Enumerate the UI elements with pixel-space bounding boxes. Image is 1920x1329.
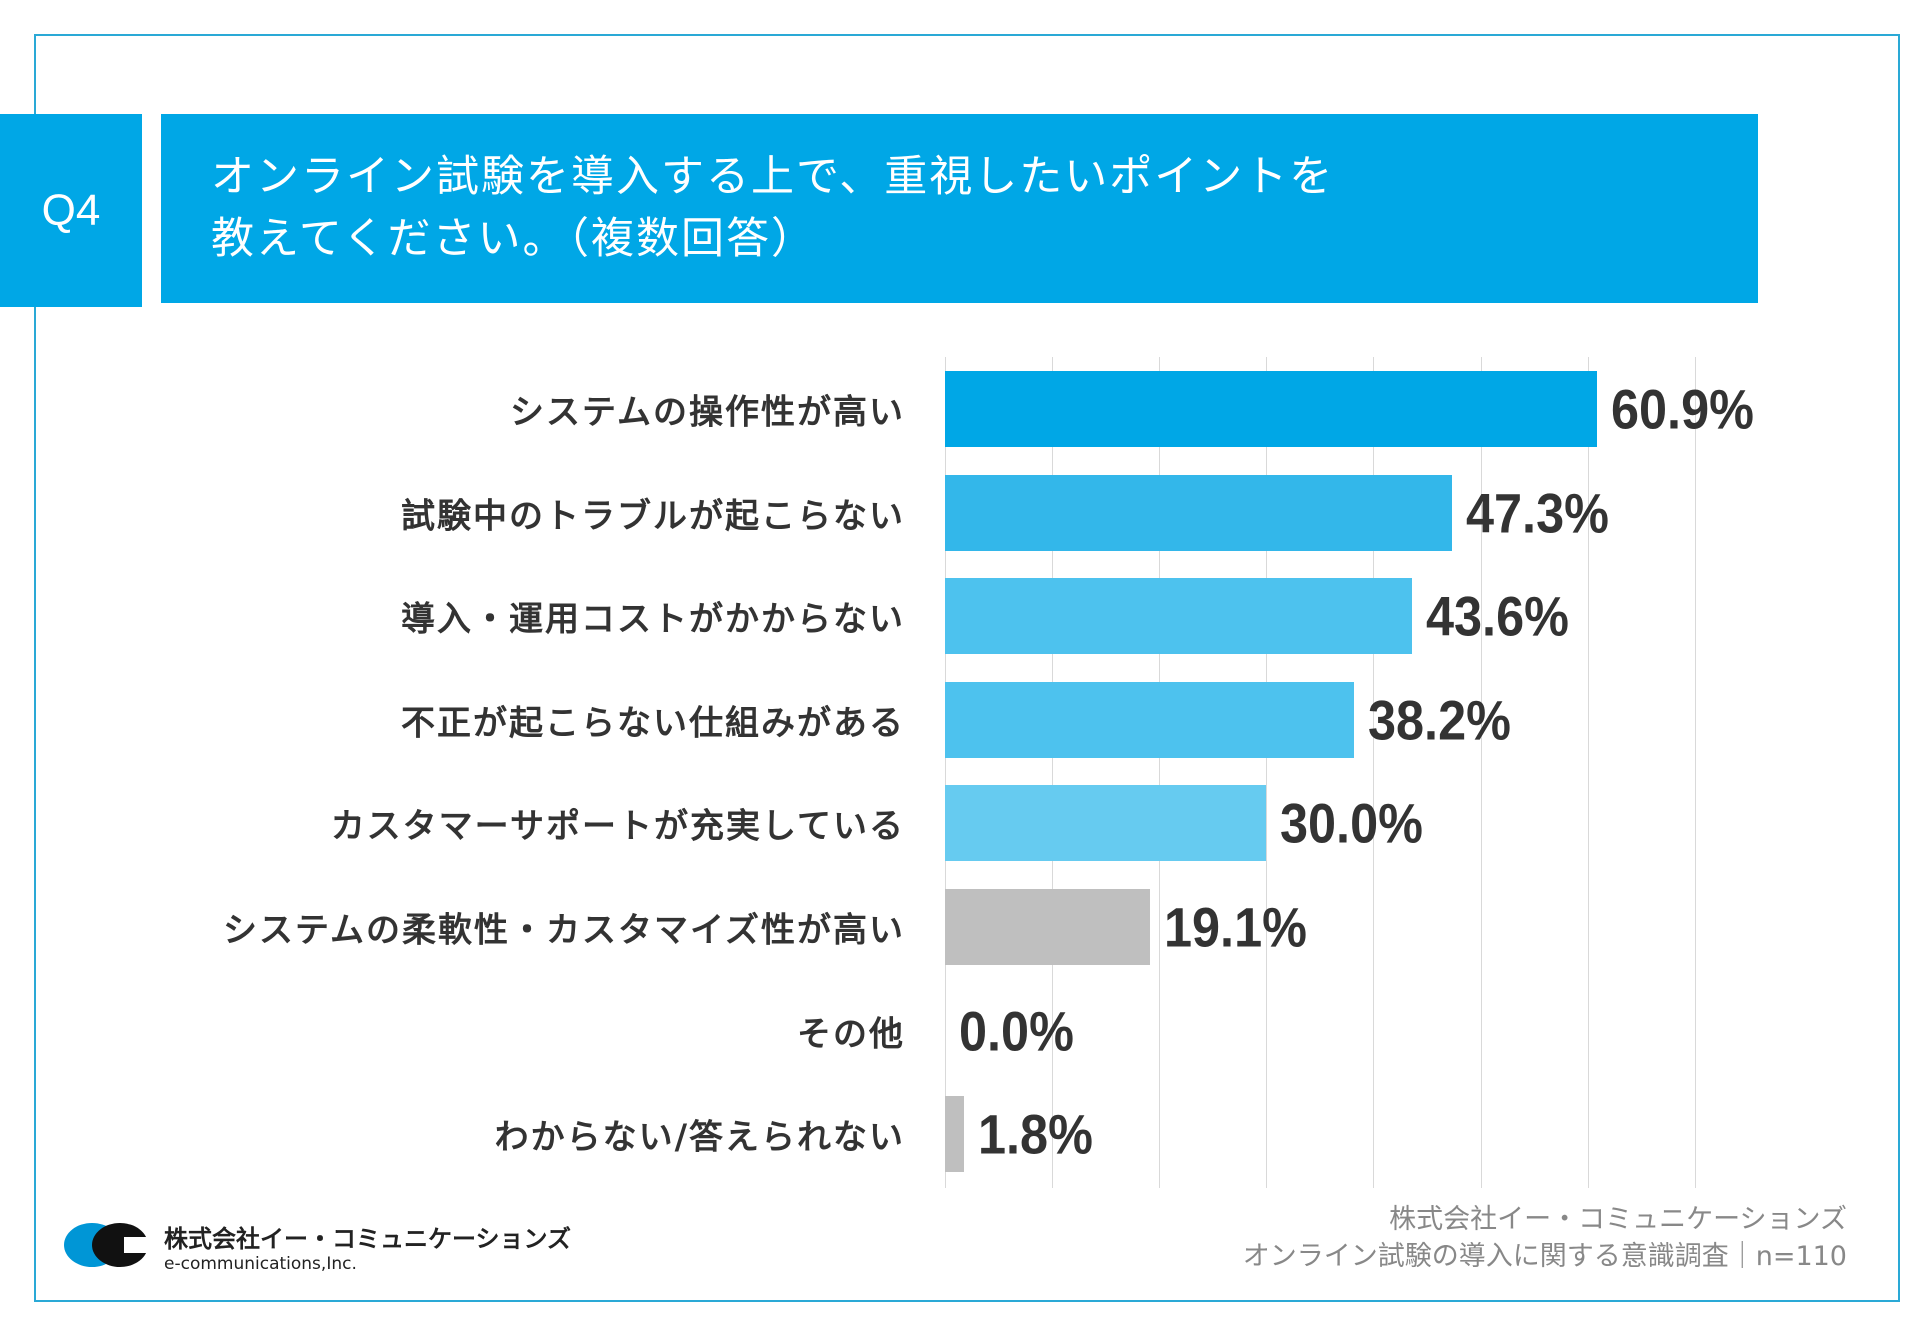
logo-mark-icon xyxy=(64,1222,158,1267)
gridline xyxy=(945,357,946,1188)
logo-name-jp: 株式会社イー・コミュニケーションズ xyxy=(164,1225,572,1253)
bar xyxy=(945,578,1412,655)
title-line-2: 教えてください。（複数回答） xyxy=(211,214,817,264)
value-label: 38.2% xyxy=(1368,688,1512,752)
value-label: 30.0% xyxy=(1280,791,1424,855)
company-logo: 株式会社イー・コミュニケーションズ e-communications,Inc. xyxy=(62,1219,571,1274)
value-label: 19.1% xyxy=(1163,895,1307,959)
category-label: 不正が起こらない仕組みがある xyxy=(401,703,905,744)
bar xyxy=(945,681,1355,758)
gridline xyxy=(1266,357,1268,1188)
footer-company: 株式会社イー・コミュニケーションズ xyxy=(1389,1204,1847,1235)
value-label: 60.9% xyxy=(1611,377,1755,441)
value-label: 43.6% xyxy=(1425,584,1569,648)
chart-frame xyxy=(34,34,1900,1302)
value-label: 47.3% xyxy=(1465,481,1609,545)
category-label: システムの柔軟性・カスタマイズ性が高い xyxy=(223,910,905,951)
bar xyxy=(945,474,1452,551)
title-bar: オンライン試験を導入する上で、重視したいポイントを 教えてください。（複数回答） xyxy=(161,114,1758,303)
category-label: カスタマーサポートが充実している xyxy=(330,806,905,847)
bar xyxy=(945,889,1150,965)
value-label: 0.0% xyxy=(959,999,1074,1063)
bar xyxy=(945,1096,965,1173)
logo-name-en: e-communications,Inc. xyxy=(164,1254,357,1274)
gridline xyxy=(1159,357,1161,1188)
category-label: わからない/答えられない xyxy=(494,1117,905,1158)
category-label: 試験中のトラブルが起こらない xyxy=(401,496,905,537)
gridline xyxy=(1587,357,1589,1188)
category-label: その他 xyxy=(797,1014,905,1055)
bar xyxy=(945,785,1267,862)
gridline xyxy=(1052,357,1054,1188)
gridline xyxy=(1480,357,1482,1188)
value-label: 1.8% xyxy=(978,1102,1094,1166)
footer-survey: オンライン試験の導入に関する意識調査｜n=110 xyxy=(1242,1241,1847,1272)
gridline xyxy=(1373,357,1375,1188)
category-label: 導入・運用コストがかからない xyxy=(401,599,905,640)
question-badge: Q4 xyxy=(0,114,142,307)
bar xyxy=(945,371,1598,447)
gridline xyxy=(1694,357,1696,1188)
category-label: システムの操作性が高い xyxy=(510,392,905,433)
title-line-1: オンライン試験を導入する上で、重視したいポイントを xyxy=(211,152,1335,202)
